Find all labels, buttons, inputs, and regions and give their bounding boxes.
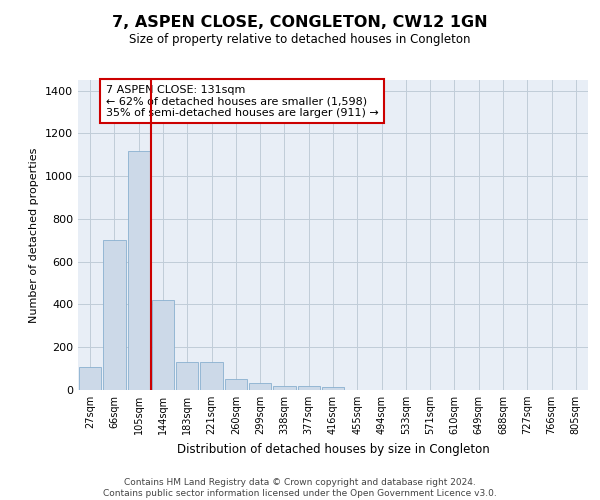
Bar <box>200 362 223 390</box>
Bar <box>176 362 199 390</box>
Text: 7 ASPEN CLOSE: 131sqm
← 62% of detached houses are smaller (1,598)
35% of semi-d: 7 ASPEN CLOSE: 131sqm ← 62% of detached … <box>106 84 379 118</box>
Text: 7, ASPEN CLOSE, CONGLETON, CW12 1GN: 7, ASPEN CLOSE, CONGLETON, CW12 1GN <box>112 15 488 30</box>
Bar <box>152 300 174 390</box>
Bar <box>249 382 271 390</box>
Bar <box>128 150 150 390</box>
X-axis label: Distribution of detached houses by size in Congleton: Distribution of detached houses by size … <box>176 442 490 456</box>
Y-axis label: Number of detached properties: Number of detached properties <box>29 148 40 322</box>
Bar <box>322 388 344 390</box>
Text: Contains HM Land Registry data © Crown copyright and database right 2024.
Contai: Contains HM Land Registry data © Crown c… <box>103 478 497 498</box>
Bar <box>224 379 247 390</box>
Text: Size of property relative to detached houses in Congleton: Size of property relative to detached ho… <box>129 32 471 46</box>
Bar <box>273 386 296 390</box>
Bar <box>79 367 101 390</box>
Bar <box>103 240 125 390</box>
Bar <box>298 386 320 390</box>
